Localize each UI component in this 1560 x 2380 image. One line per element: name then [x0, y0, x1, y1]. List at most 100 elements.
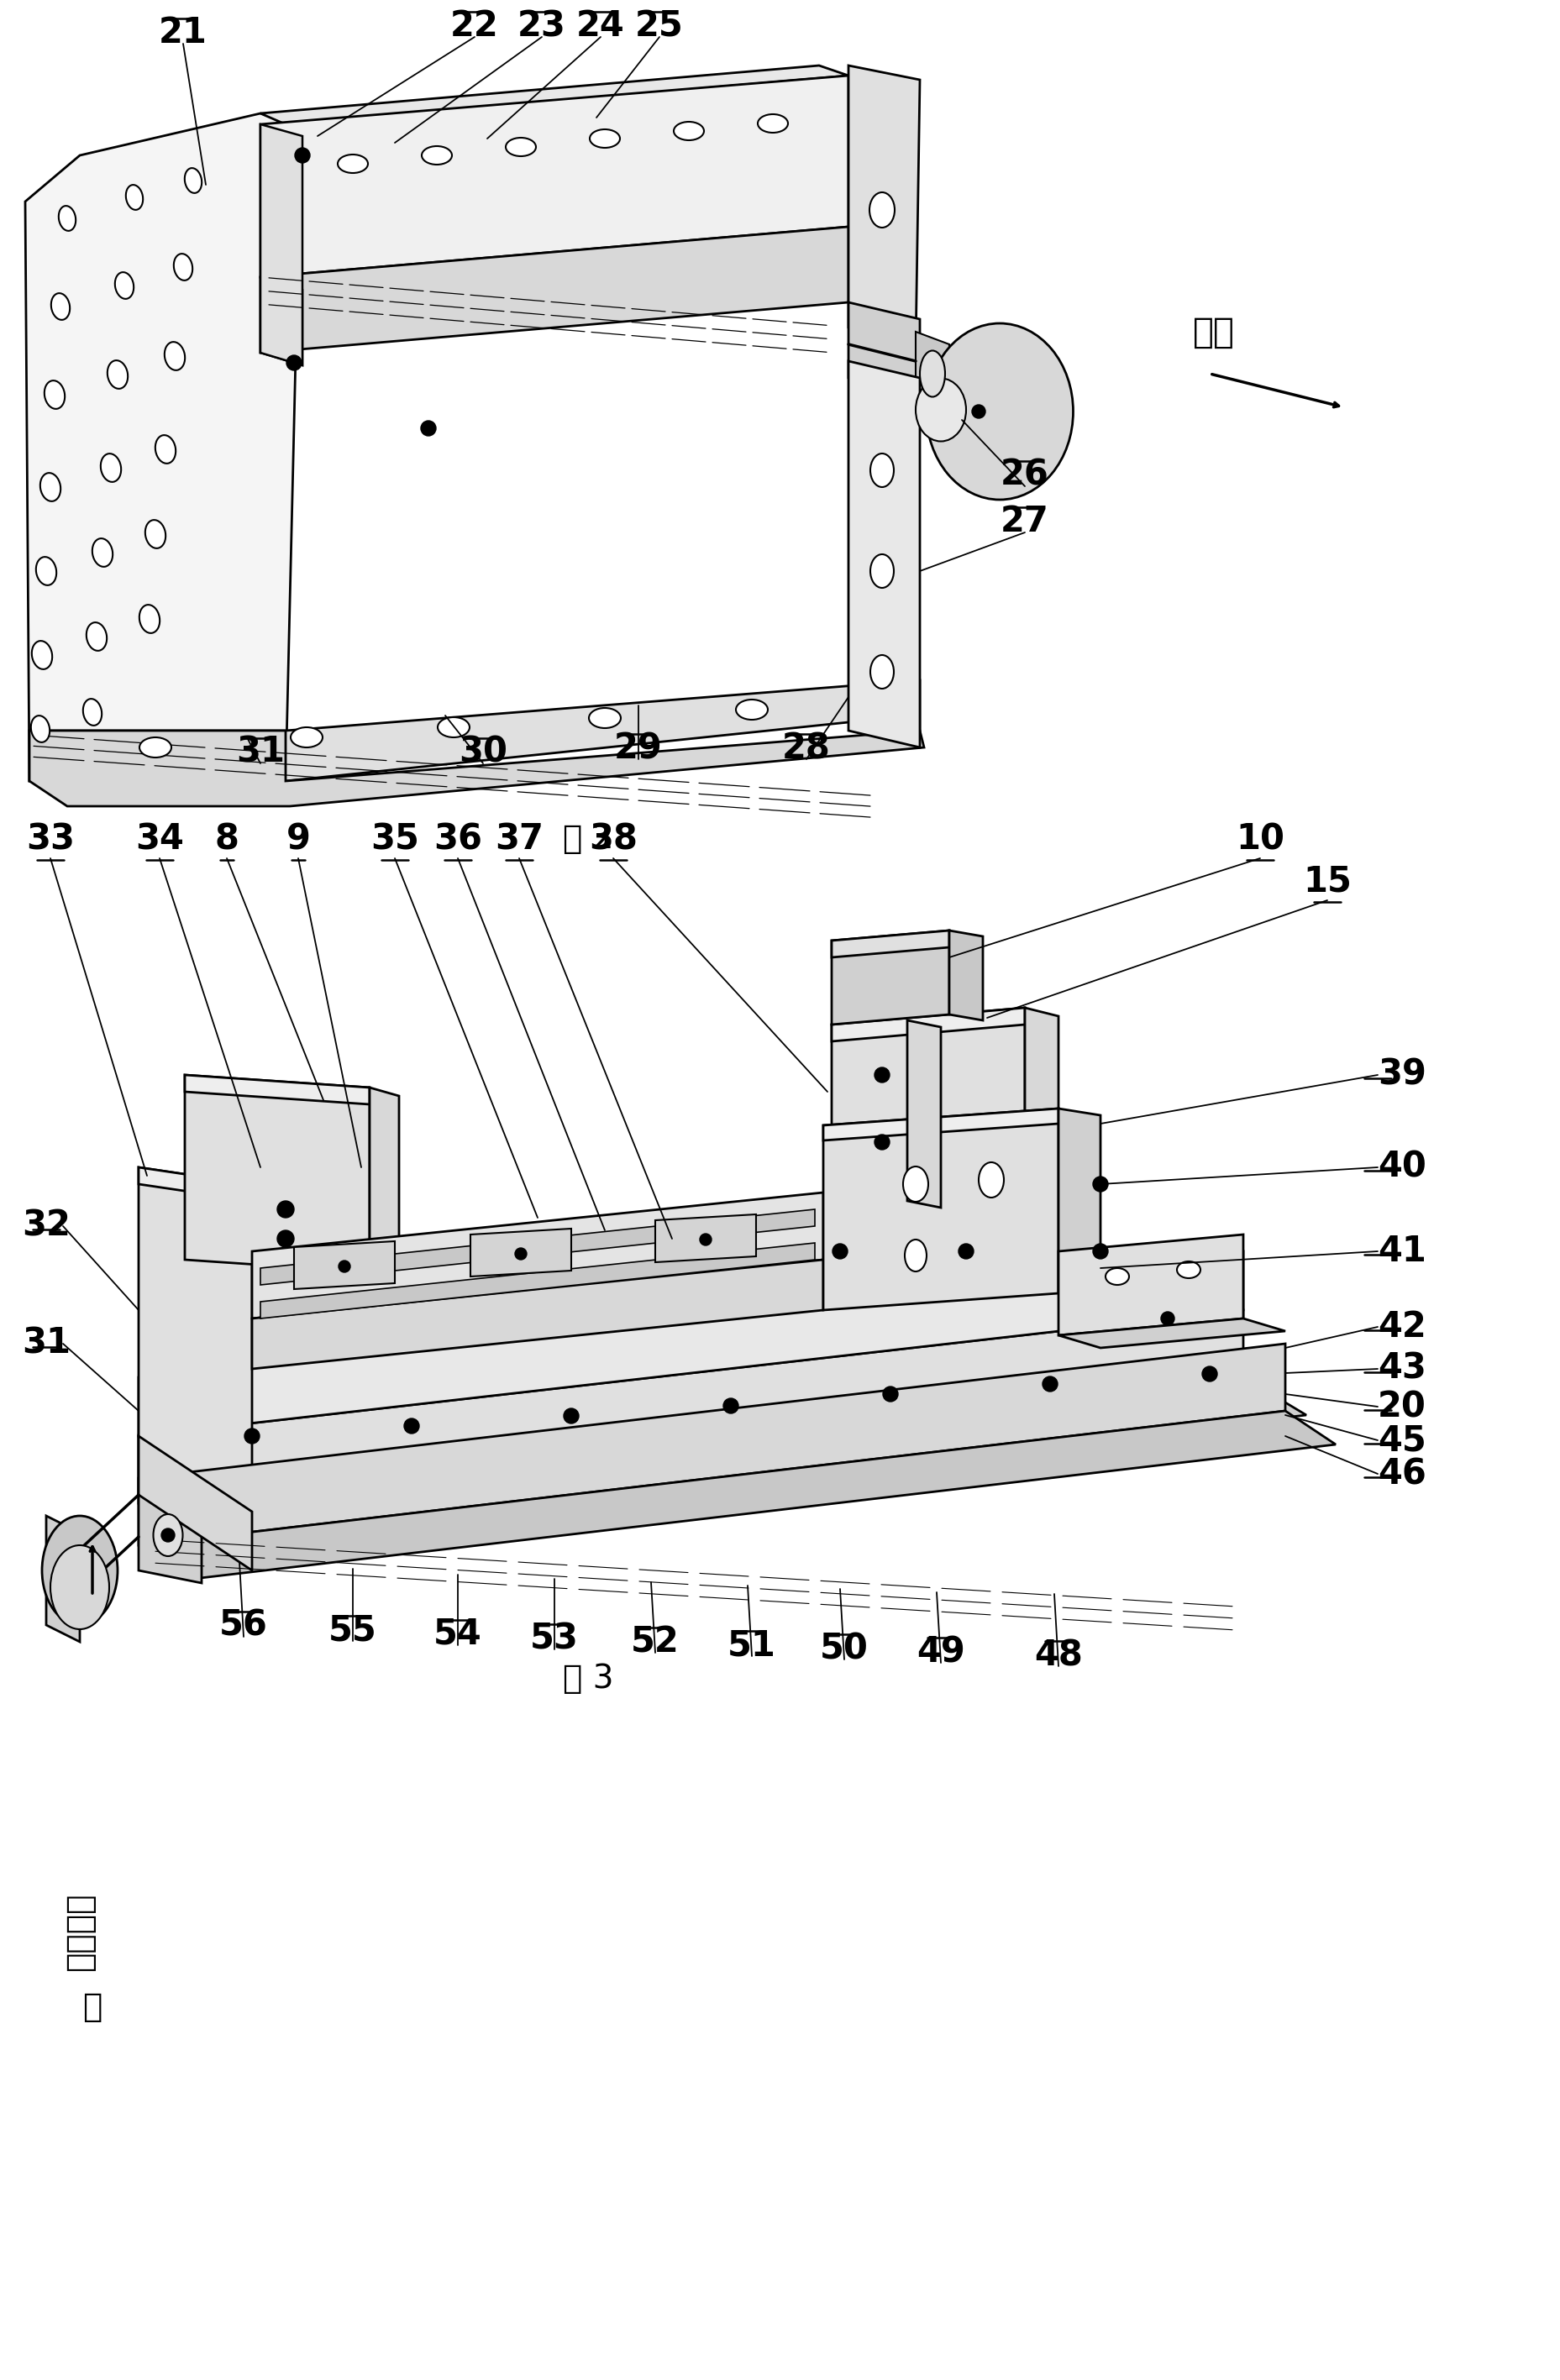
Polygon shape	[831, 1007, 1025, 1042]
Ellipse shape	[1176, 1261, 1201, 1278]
Polygon shape	[253, 1259, 824, 1368]
Ellipse shape	[153, 1514, 183, 1557]
Circle shape	[278, 1202, 293, 1219]
Ellipse shape	[31, 640, 51, 669]
Polygon shape	[655, 1214, 757, 1261]
Ellipse shape	[31, 716, 50, 743]
Polygon shape	[261, 276, 303, 364]
Polygon shape	[30, 731, 924, 807]
Text: 31: 31	[22, 1326, 70, 1361]
Text: 52: 52	[630, 1623, 680, 1659]
Ellipse shape	[44, 381, 66, 409]
Polygon shape	[916, 331, 950, 419]
Text: 48: 48	[1034, 1637, 1083, 1673]
Ellipse shape	[156, 436, 176, 464]
Text: 54: 54	[434, 1616, 482, 1652]
Polygon shape	[30, 681, 920, 781]
Circle shape	[1094, 1245, 1108, 1259]
Ellipse shape	[505, 138, 537, 157]
Polygon shape	[25, 114, 303, 781]
Polygon shape	[831, 931, 950, 957]
Ellipse shape	[59, 205, 76, 231]
Ellipse shape	[870, 654, 894, 688]
Ellipse shape	[916, 378, 966, 440]
Text: 20: 20	[1377, 1390, 1426, 1423]
Polygon shape	[139, 1166, 253, 1511]
Ellipse shape	[758, 114, 788, 133]
Polygon shape	[261, 67, 849, 124]
Ellipse shape	[337, 155, 368, 174]
Text: 15: 15	[1303, 864, 1351, 900]
Text: 32: 32	[22, 1209, 70, 1245]
Polygon shape	[261, 226, 849, 352]
Polygon shape	[370, 1088, 399, 1280]
Text: 30: 30	[459, 735, 507, 771]
Text: 33: 33	[27, 821, 75, 857]
Polygon shape	[253, 1192, 824, 1319]
Text: 43: 43	[1377, 1352, 1426, 1388]
Text: 51: 51	[727, 1628, 777, 1664]
Polygon shape	[139, 1166, 253, 1202]
Text: 图 3: 图 3	[563, 1664, 613, 1695]
Text: 34: 34	[136, 821, 184, 857]
Text: 29: 29	[615, 731, 663, 766]
Circle shape	[287, 355, 301, 371]
Circle shape	[700, 1233, 711, 1245]
Ellipse shape	[1106, 1269, 1129, 1285]
Text: 8: 8	[215, 821, 239, 857]
Polygon shape	[47, 1516, 80, 1642]
Ellipse shape	[920, 350, 945, 397]
Text: 垂直方向: 垂直方向	[64, 1892, 95, 1971]
Text: 53: 53	[530, 1621, 579, 1656]
Text: 42: 42	[1377, 1309, 1426, 1345]
Polygon shape	[824, 1109, 1059, 1309]
Text: 38: 38	[588, 821, 638, 857]
Text: 横向: 横向	[1193, 314, 1236, 350]
Text: 55: 55	[329, 1611, 378, 1647]
Circle shape	[421, 421, 435, 436]
Text: 45: 45	[1377, 1423, 1426, 1459]
Circle shape	[1203, 1366, 1217, 1380]
Polygon shape	[261, 124, 303, 364]
Ellipse shape	[978, 1161, 1005, 1197]
Polygon shape	[184, 1076, 370, 1104]
Polygon shape	[831, 1007, 1025, 1209]
Ellipse shape	[83, 700, 101, 726]
Text: 41: 41	[1377, 1233, 1426, 1269]
Ellipse shape	[101, 455, 122, 481]
Ellipse shape	[108, 359, 128, 388]
Polygon shape	[1025, 1007, 1059, 1202]
Text: 上: 上	[83, 1992, 103, 2023]
Ellipse shape	[51, 293, 70, 319]
Circle shape	[875, 1135, 889, 1150]
Polygon shape	[1059, 1109, 1100, 1299]
Circle shape	[833, 1245, 847, 1259]
Circle shape	[339, 1261, 351, 1273]
Circle shape	[958, 1245, 973, 1259]
Circle shape	[404, 1418, 420, 1433]
Ellipse shape	[870, 555, 894, 588]
Ellipse shape	[674, 121, 704, 140]
Polygon shape	[139, 1252, 1243, 1435]
Circle shape	[972, 405, 986, 419]
Text: 35: 35	[371, 821, 420, 857]
Polygon shape	[849, 67, 920, 347]
Circle shape	[883, 1388, 899, 1402]
Polygon shape	[139, 1435, 253, 1571]
Text: 39: 39	[1377, 1057, 1426, 1092]
Ellipse shape	[164, 343, 186, 371]
Ellipse shape	[92, 538, 112, 566]
Polygon shape	[139, 1309, 1243, 1504]
Ellipse shape	[590, 129, 619, 148]
Text: 56: 56	[220, 1609, 268, 1645]
Text: 24: 24	[576, 10, 626, 43]
Ellipse shape	[903, 1166, 928, 1202]
Text: 37: 37	[495, 821, 543, 857]
Ellipse shape	[173, 255, 192, 281]
Text: 49: 49	[917, 1635, 966, 1668]
Polygon shape	[139, 1411, 1335, 1578]
Circle shape	[161, 1528, 175, 1542]
Text: 10: 10	[1236, 821, 1284, 857]
Polygon shape	[849, 302, 920, 395]
Ellipse shape	[50, 1545, 109, 1630]
